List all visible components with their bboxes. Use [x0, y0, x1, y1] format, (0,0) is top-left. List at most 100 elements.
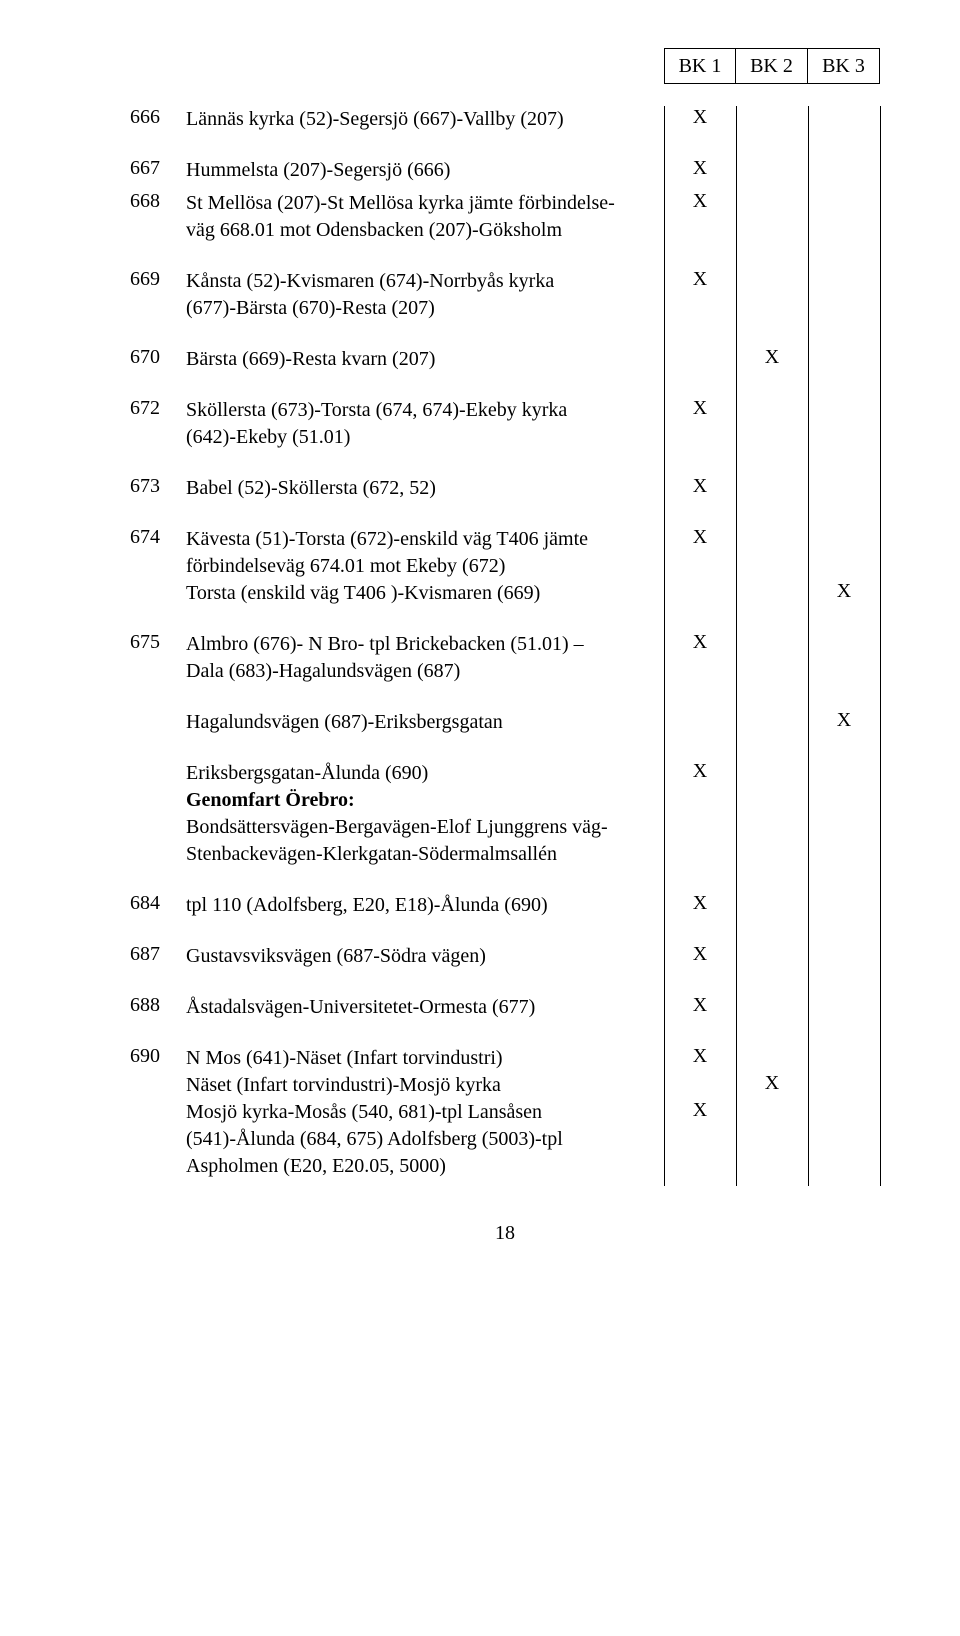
row-spacer	[130, 451, 880, 475]
mark-cell	[736, 106, 808, 129]
row-description: N Mos (641)-Näset (Infart torvindustri)	[186, 1045, 664, 1072]
mark-columns: X	[664, 475, 880, 498]
table-row: 687Gustavsviksvägen (687-Södra vägen)X	[130, 943, 880, 970]
table-row: Stenbackevägen-Klerkgatan-Södermalmsallé…	[130, 841, 880, 868]
table-row: Eriksbergsgatan-Ålunda (690)X	[130, 760, 880, 787]
mark-cell: X	[736, 1072, 808, 1095]
row-description: Aspholmen (E20, E20.05, 5000)	[186, 1153, 664, 1180]
mark-columns: X	[664, 106, 880, 129]
mark-columns: X	[664, 157, 880, 180]
table-row: Bondsättersvägen-Bergavägen-Elof Ljunggr…	[130, 814, 880, 841]
mark-cell	[808, 157, 880, 180]
mark-columns: X	[664, 526, 880, 549]
row-description: Babel (52)-Sköllersta (672, 52)	[186, 475, 664, 502]
table-row: 674Kävesta (51)-Torsta (672)-enskild väg…	[130, 526, 880, 553]
table-row: Torsta (enskild väg T406 )-Kvismaren (66…	[130, 580, 880, 607]
mark-columns: X	[664, 190, 880, 213]
row-description: Åstadalsvägen-Universitetet-Ormesta (677…	[186, 994, 664, 1021]
table-row: 684tpl 110 (Adolfsberg, E20, E18)-Ålunda…	[130, 892, 880, 919]
mark-cell	[736, 190, 808, 213]
row-description: Genomfart Örebro:	[186, 787, 664, 814]
mark-columns: X	[664, 346, 880, 369]
mark-cell	[808, 1099, 880, 1122]
row-id: 684	[130, 892, 186, 915]
column-divider	[736, 106, 737, 1186]
row-description: (677)-Bärsta (670)-Resta (207)	[186, 295, 664, 322]
mark-columns: X	[664, 892, 880, 915]
row-spacer	[130, 502, 880, 526]
mark-cell	[808, 346, 880, 369]
mark-cell: X	[664, 526, 736, 549]
table-row: Genomfart Örebro:	[130, 787, 880, 814]
mark-columns: X	[664, 1045, 880, 1068]
row-spacer	[130, 1021, 880, 1045]
mark-columns: X	[664, 631, 880, 654]
row-description: Gustavsviksvägen (687-Södra vägen)	[186, 943, 664, 970]
page-number: 18	[130, 1222, 880, 1245]
header-cell-bk2: BK 2	[736, 48, 808, 84]
header-cell-bk1: BK 1	[664, 48, 736, 84]
mark-cell	[808, 994, 880, 1017]
mark-cell	[736, 526, 808, 549]
mark-cell	[808, 760, 880, 783]
mark-cell	[736, 1099, 808, 1122]
row-description: Kävesta (51)-Torsta (672)-enskild väg T4…	[186, 526, 664, 553]
mark-cell	[736, 709, 808, 732]
table-row: (642)-Ekeby (51.01)	[130, 424, 880, 451]
mark-cell	[736, 1045, 808, 1068]
mark-cell	[808, 1045, 880, 1068]
column-divider	[808, 106, 809, 1186]
row-description: (541)-Ålunda (684, 675) Adolfsberg (5003…	[186, 1126, 664, 1153]
table-row: förbindelseväg 674.01 mot Ekeby (672)	[130, 553, 880, 580]
table-row: 690N Mos (641)-Näset (Infart torvindustr…	[130, 1045, 880, 1072]
mark-cell: X	[664, 994, 736, 1017]
table-area: 666Lännäs kyrka (52)-Segersjö (667)-Vall…	[130, 106, 880, 1186]
mark-cell	[736, 475, 808, 498]
mark-columns: X	[664, 760, 880, 783]
row-description: Sköllersta (673)-Torsta (674, 674)-Ekeby…	[186, 397, 664, 424]
mark-cell: X	[664, 1099, 736, 1122]
table-row: 668St Mellösa (207)-St Mellösa kyrka jäm…	[130, 190, 880, 217]
row-description: förbindelseväg 674.01 mot Ekeby (672)	[186, 553, 664, 580]
table-row: 688Åstadalsvägen-Universitetet-Ormesta (…	[130, 994, 880, 1021]
mark-columns: X	[664, 1072, 880, 1095]
row-description: Torsta (enskild väg T406 )-Kvismaren (66…	[186, 580, 664, 607]
row-description: Eriksbergsgatan-Ålunda (690)	[186, 760, 664, 787]
table-row: 675Almbro (676)- N Bro- tpl Brickebacken…	[130, 631, 880, 658]
mark-cell	[736, 268, 808, 291]
mark-cell	[808, 631, 880, 654]
row-description: Almbro (676)- N Bro- tpl Brickebacken (5…	[186, 631, 664, 658]
mark-cell: X	[664, 106, 736, 129]
mark-cell	[808, 397, 880, 420]
row-description: Lännäs kyrka (52)-Segersjö (667)-Vallby …	[186, 106, 664, 133]
row-description: Bärsta (669)-Resta kvarn (207)	[186, 346, 664, 373]
column-divider	[664, 106, 665, 1186]
mark-columns: X	[664, 397, 880, 420]
row-description: Kånsta (52)-Kvismaren (674)-Norrbyås kyr…	[186, 268, 664, 295]
mark-cell	[808, 190, 880, 213]
mark-cell: X	[808, 580, 880, 603]
row-id: 666	[130, 106, 186, 129]
mark-cell: X	[664, 892, 736, 915]
mark-columns: X	[664, 1099, 880, 1122]
mark-cell	[664, 709, 736, 732]
column-divider	[880, 106, 881, 1186]
mark-cell	[808, 526, 880, 549]
header-row: BK 1 BK 2 BK 3	[130, 48, 880, 84]
row-description: Mosjö kyrka-Mosås (540, 681)-tpl Lansåse…	[186, 1099, 664, 1126]
table-row: Hagalundsvägen (687)-EriksbergsgatanX	[130, 709, 880, 736]
row-spacer	[130, 373, 880, 397]
row-description: Bondsättersvägen-Bergavägen-Elof Ljunggr…	[186, 814, 664, 841]
table-row: Dala (683)-Hagalundsvägen (687)	[130, 658, 880, 685]
row-id: 667	[130, 157, 186, 180]
mark-columns: X	[664, 580, 880, 603]
mark-cell: X	[736, 346, 808, 369]
table-row: (541)-Ålunda (684, 675) Adolfsberg (5003…	[130, 1126, 880, 1153]
row-id: 669	[130, 268, 186, 291]
mark-columns: X	[664, 943, 880, 966]
mark-cell	[664, 1072, 736, 1095]
row-description: väg 668.01 mot Odensbacken (207)-Gökshol…	[186, 217, 664, 244]
mark-columns: X	[664, 268, 880, 291]
page: BK 1 BK 2 BK 3 666Lännäs kyrka (52)-Sege…	[0, 0, 960, 1305]
table-row: 673Babel (52)-Sköllersta (672, 52)X	[130, 475, 880, 502]
